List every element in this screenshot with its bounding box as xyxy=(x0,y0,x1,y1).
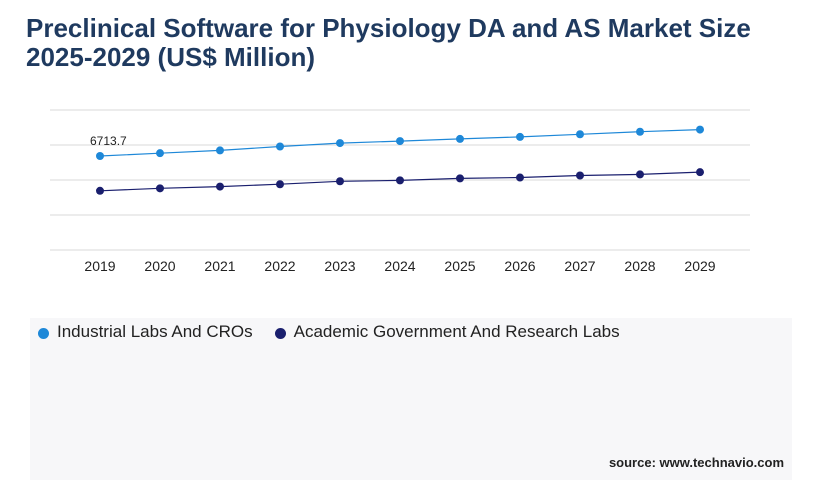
x-tick-label: 2029 xyxy=(684,258,715,274)
x-tick-label: 2020 xyxy=(144,258,175,274)
data-point xyxy=(156,149,164,158)
legend-item-industrial: Industrial Labs And CROs xyxy=(38,322,253,342)
data-point xyxy=(96,152,104,161)
x-tick-label: 2022 xyxy=(264,258,295,274)
data-point xyxy=(456,134,464,143)
legend-marker-industrial xyxy=(38,327,49,339)
data-point xyxy=(156,184,164,193)
line-chart: 2019 2020 2021 2022 2023 2024 2025 2026 2027 2028… xyxy=(50,109,750,274)
x-tick-label: 2028 xyxy=(624,258,655,274)
series-group xyxy=(96,125,704,195)
data-point xyxy=(396,137,404,146)
data-point xyxy=(516,132,524,141)
data-point xyxy=(216,146,224,155)
data-point xyxy=(276,180,284,189)
x-tick-label: 2026 xyxy=(504,258,535,274)
data-point xyxy=(96,186,104,195)
legend-panel xyxy=(30,318,792,480)
data-point xyxy=(636,127,644,136)
data-label: 6713.7 xyxy=(90,134,127,148)
legend-label-academic: Academic Government And Research Labs xyxy=(293,322,620,341)
data-point xyxy=(516,173,524,182)
data-point xyxy=(336,177,344,186)
data-labels: 6713.7 xyxy=(90,134,127,148)
x-tick-label: 2021 xyxy=(204,258,235,274)
data-point xyxy=(636,170,644,179)
data-point xyxy=(216,182,224,191)
legend-label-industrial: Industrial Labs And CROs xyxy=(57,322,253,341)
data-point xyxy=(696,125,704,134)
x-tick-label: 2023 xyxy=(324,258,355,274)
source-credit: source: www.technavio.com xyxy=(608,455,784,470)
x-tick-label: 2019 xyxy=(84,258,115,274)
data-point xyxy=(576,171,584,180)
chart-title: Preclinical Software for Physiology DA a… xyxy=(26,13,751,72)
x-tick-label: 2024 xyxy=(384,258,415,274)
data-point xyxy=(696,168,704,177)
x-tick-label: 2027 xyxy=(564,258,595,274)
legend-item-academic: Academic Government And Research Labs xyxy=(274,322,620,342)
legend: Industrial Labs And CROs Academic Govern… xyxy=(38,322,642,342)
x-tick-label: 2025 xyxy=(444,258,475,274)
x-axis-labels: 2019 2020 2021 2022 2023 2024 2025 2026 2027 2028… xyxy=(84,258,715,274)
data-point xyxy=(396,176,404,185)
legend-marker-academic xyxy=(274,327,286,339)
data-point xyxy=(336,139,344,148)
data-point xyxy=(576,130,584,139)
data-point xyxy=(456,174,464,183)
data-point xyxy=(276,142,284,151)
